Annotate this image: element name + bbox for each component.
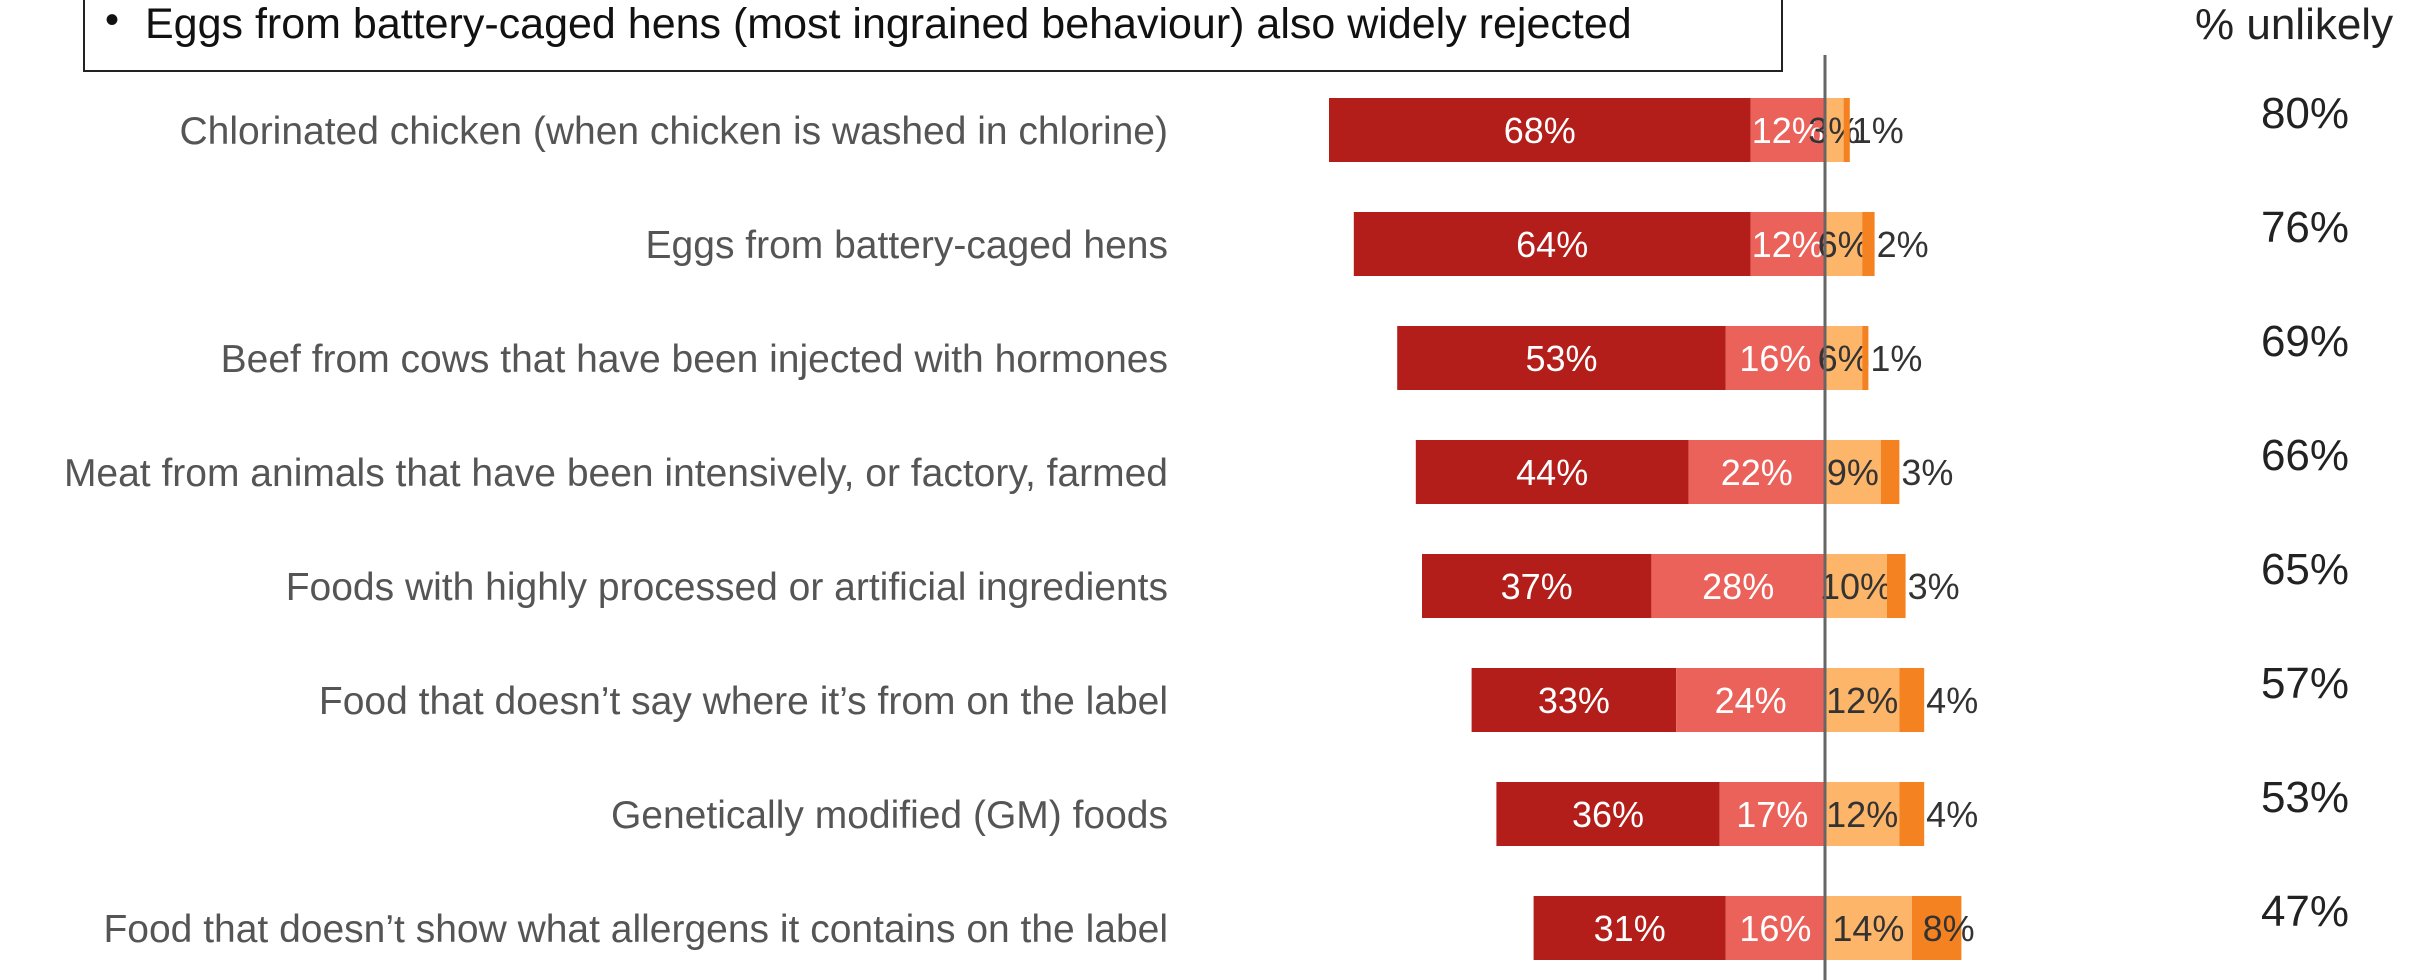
bar-fairly-unlikely (1719, 782, 1825, 846)
callout-box: • Eggs from battery-caged hens (most ing… (83, 0, 1783, 72)
data-label-fairly-unlikely: 17% (1736, 794, 1808, 835)
data-label-very-likely: 3% (1901, 452, 1953, 493)
data-label-very-likely: 4% (1926, 680, 1978, 721)
bar-very-unlikely (1422, 554, 1652, 618)
category-label: Meat from animals that have been intensi… (64, 452, 1168, 495)
bar-very-likely (1862, 326, 1869, 390)
category-label: Food that doesn’t show what allergens it… (103, 908, 1168, 951)
data-label-very-unlikely: 36% (1572, 794, 1644, 835)
percent-unlikely-value: 57% (2261, 659, 2349, 708)
category-label: Eggs from battery-caged hens (646, 224, 1168, 267)
category-label: Beef from cows that have been injected w… (221, 338, 1168, 381)
bar-fairly-likely (1825, 212, 1863, 276)
data-label-fairly-likely: 3% (1808, 110, 1860, 151)
bar-very-unlikely (1496, 782, 1720, 846)
bar-very-likely (1899, 782, 1925, 846)
data-label-fairly-unlikely: 22% (1721, 452, 1793, 493)
data-label-fairly-unlikely: 16% (1739, 908, 1811, 949)
percent-unlikely-value: 66% (2261, 431, 2349, 480)
callout-text: Eggs from battery-caged hens (most ingra… (145, 0, 1632, 48)
data-label-fairly-likely: 14% (1832, 908, 1904, 949)
percent-unlikely-value: 65% (2261, 545, 2349, 594)
data-label-very-likely: 4% (1926, 794, 1978, 835)
category-label: Foods with highly processed or artificia… (286, 566, 1168, 609)
data-label-fairly-likely: 12% (1826, 794, 1898, 835)
bar-fairly-unlikely (1651, 554, 1825, 618)
bar-fairly-unlikely (1676, 668, 1825, 732)
percent-unlikely-value: 80% (2261, 89, 2349, 138)
percent-unlikely-value: 76% (2261, 203, 2349, 252)
data-label-fairly-likely: 12% (1826, 680, 1898, 721)
bar-very-unlikely (1415, 440, 1689, 504)
data-label-very-likely: 1% (1852, 110, 1904, 151)
data-label-very-likely: 2% (1877, 224, 1929, 265)
bar-fairly-likely (1825, 668, 1900, 732)
bar-fairly-likely (1825, 326, 1863, 390)
data-label-very-likely: 8% (1923, 908, 1975, 949)
percent-unlikely-header: % unlikely (2195, 0, 2394, 49)
percent-unlikely-value: 53% (2261, 773, 2349, 822)
bar-very-unlikely (1533, 896, 1726, 960)
bar-very-unlikely (1471, 668, 1677, 732)
bar-fairly-unlikely (1725, 896, 1825, 960)
bar-very-unlikely (1397, 326, 1726, 390)
bar-fairly-likely (1825, 554, 1887, 618)
percent-unlikely-value: 47% (2261, 887, 2349, 936)
bar-fairly-unlikely (1725, 326, 1825, 390)
percent-unlikely-value: 69% (2261, 317, 2349, 366)
callout-bullet: • (105, 0, 120, 42)
bar-fairly-unlikely (1750, 212, 1825, 276)
data-label-very-likely: 3% (1908, 566, 1960, 607)
data-label-fairly-unlikely: 24% (1715, 680, 1787, 721)
data-label-fairly-unlikely: 12% (1752, 224, 1824, 265)
bar-very-likely (1887, 554, 1906, 618)
data-label-very-unlikely: 53% (1525, 338, 1597, 379)
data-label-very-likely: 1% (1870, 338, 1922, 379)
data-label-very-unlikely: 68% (1504, 110, 1576, 151)
data-label-fairly-unlikely: 28% (1702, 566, 1774, 607)
data-label-very-unlikely: 33% (1538, 680, 1610, 721)
bar-very-likely (1899, 668, 1925, 732)
bar-very-likely (1911, 896, 1962, 960)
category-label: Chlorinated chicken (when chicken is was… (179, 110, 1168, 153)
data-label-fairly-likely: 10% (1820, 566, 1892, 607)
data-label-fairly-unlikely: 16% (1739, 338, 1811, 379)
bar-fairly-likely (1825, 782, 1900, 846)
bar-fairly-likely (1825, 98, 1844, 162)
data-label-fairly-unlikely: 12% (1752, 110, 1824, 151)
data-label-very-unlikely: 37% (1501, 566, 1573, 607)
bar-fairly-unlikely (1750, 98, 1825, 162)
bar-very-unlikely (1329, 98, 1751, 162)
bar-very-likely (1843, 98, 1850, 162)
bar-very-likely (1862, 212, 1875, 276)
data-label-very-unlikely: 44% (1516, 452, 1588, 493)
data-label-very-unlikely: 64% (1516, 224, 1588, 265)
bar-fairly-likely (1825, 440, 1881, 504)
bar-very-unlikely (1353, 212, 1751, 276)
bar-fairly-unlikely (1688, 440, 1825, 504)
bar-fairly-likely (1825, 896, 1912, 960)
data-label-very-unlikely: 31% (1594, 908, 1666, 949)
data-label-fairly-likely: 9% (1827, 452, 1879, 493)
category-label: Genetically modified (GM) foods (611, 794, 1168, 837)
category-label: Food that doesn’t say where it’s from on… (319, 680, 1168, 723)
bar-very-likely (1880, 440, 1900, 504)
